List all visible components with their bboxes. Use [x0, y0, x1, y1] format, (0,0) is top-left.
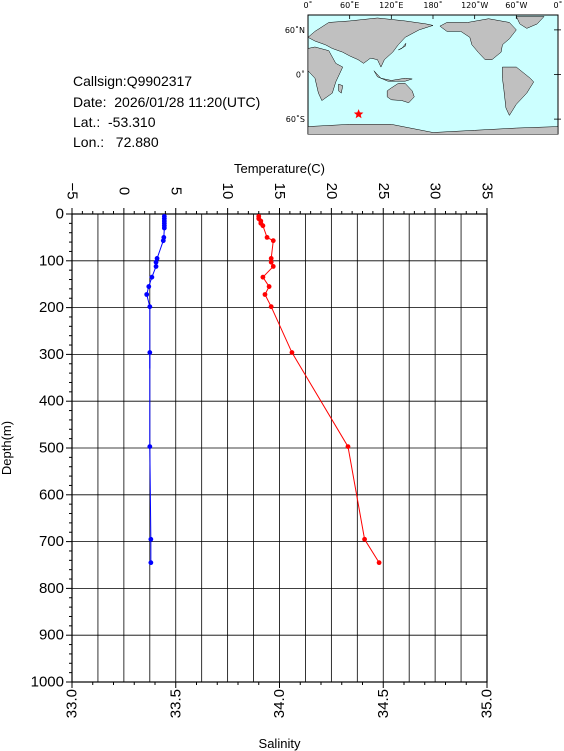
- plot-grid: [71, 213, 488, 683]
- salinity-data-point: [260, 223, 266, 229]
- depth-tick-label: 500: [39, 440, 64, 457]
- landmass: [398, 43, 407, 51]
- salinity-data-point: [260, 274, 266, 280]
- temperature-data-point: [144, 292, 150, 297]
- landmass: [308, 46, 344, 101]
- callsign-text: Callsign:Q9902317: [73, 73, 193, 89]
- salinity-data-point: [345, 444, 351, 449]
- landmass: [439, 18, 517, 60]
- salinity-data-point: [268, 256, 274, 261]
- temperature-tick-label: 35: [479, 183, 496, 200]
- temperature-data-point: [149, 274, 155, 280]
- temperature-tick-label: 25: [375, 183, 392, 200]
- depth-tick-label: 0: [56, 206, 64, 223]
- temperature-data-point: [154, 256, 160, 261]
- temperature-tick-label: 30: [427, 183, 444, 200]
- landmass: [386, 83, 415, 104]
- temperature-data-point: [148, 560, 154, 566]
- location-map: 0˚ 60˚E 120˚E 180˚ 120˚W 60˚W 0˚ 60˚N 0˚ 60˚S: [285, 0, 563, 135]
- temperature-data-point: [161, 225, 167, 231]
- map-longitude-label: 0˚: [303, 0, 312, 10]
- salinity-data-point: [266, 284, 272, 289]
- date-text: Date: 2026/01/28 11:20(UTC): [73, 94, 261, 110]
- star-icon: [353, 109, 364, 119]
- map-longitude-label: 60˚E: [340, 0, 359, 10]
- temperature-tick-label: 15: [271, 183, 288, 200]
- depth-tick-label: 900: [39, 627, 64, 644]
- map-longitude-label: 0˚: [553, 0, 562, 10]
- landmass: [308, 17, 434, 68]
- depth-tick-label: 600: [39, 486, 64, 503]
- landmass: [502, 66, 535, 116]
- salinity-data-point: [289, 350, 295, 355]
- salinity-tick-label: 33.5: [167, 689, 184, 718]
- temperature-data-point: [147, 304, 153, 310]
- map-longitude-label: 120˚W: [461, 0, 488, 10]
- depth-tick-label: 700: [39, 533, 64, 550]
- temperature-data-point: [153, 259, 159, 265]
- map-land: [308, 16, 558, 134]
- latitude-text: Lat.: -53.310: [73, 114, 156, 130]
- salinity-tick-label: 34.5: [375, 689, 392, 718]
- landmass: [308, 124, 558, 134]
- salinity-tick-label: 35.0: [479, 689, 496, 718]
- depth-tick-label: 800: [39, 580, 64, 597]
- temperature-data-point: [147, 444, 153, 449]
- temperature-tick-label: 10: [219, 183, 236, 200]
- landmass: [373, 70, 413, 82]
- map-longitude-label: 120˚E: [379, 0, 403, 10]
- depth-tick-label: 200: [39, 299, 64, 316]
- salinity-profile-line: [258, 216, 380, 563]
- depth-tick-label: 100: [39, 252, 64, 269]
- temperature-data-point: [148, 536, 154, 542]
- temperature-tick-label: 5: [167, 187, 184, 195]
- longitude-text: Lon.: 72.880: [73, 134, 159, 150]
- map-longitude-label: 60˚W: [505, 0, 527, 10]
- salinity-data-point: [270, 264, 276, 269]
- depth-tick-label: 400: [39, 393, 64, 410]
- temperature-data-point: [146, 284, 152, 289]
- salinity-data-point: [264, 235, 270, 240]
- salinity-data-point: [270, 238, 276, 244]
- temperature-tick-label: 20: [323, 183, 340, 200]
- salinity-data-point: [362, 536, 367, 542]
- salinity-data-point: [376, 560, 382, 566]
- landmass: [515, 16, 545, 29]
- salinity-tick-label: 33.0: [64, 689, 81, 718]
- salinity-tick-label: 34.0: [271, 689, 288, 718]
- temperature-tick-label: −5: [64, 182, 81, 199]
- salinity-data-point: [262, 292, 268, 297]
- temperature-axis-label: Temperature(C): [234, 161, 325, 176]
- depth-tick-label: 300: [39, 346, 64, 363]
- temperature-data-point: [160, 238, 166, 244]
- temperature-data-point: [153, 264, 159, 269]
- salinity-axis-label: Salinity: [259, 736, 301, 751]
- temperature-tick-label: 0: [115, 187, 132, 195]
- map-latitude-label: 60˚N: [285, 25, 305, 35]
- landmass: [338, 83, 344, 94]
- depth-tick-label: 1000: [31, 674, 64, 691]
- salinity-data-point: [268, 259, 274, 265]
- map-latitude-label: 60˚S: [286, 114, 305, 124]
- salinity-data-point: [268, 304, 274, 310]
- map-longitude-label: 180˚: [423, 0, 442, 10]
- map-latitude-label: 0˚: [296, 70, 305, 80]
- depth-axis-label: Depth(m): [0, 421, 14, 475]
